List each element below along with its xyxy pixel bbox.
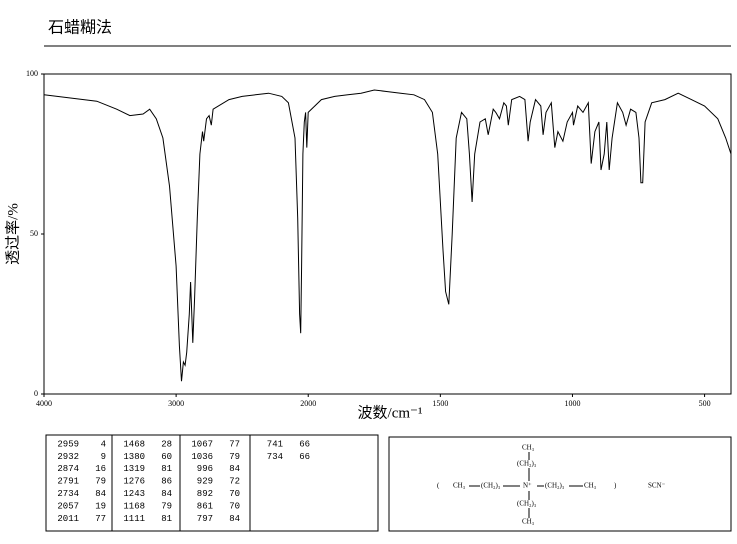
- peak-wavenumber: 1468: [123, 439, 145, 449]
- x-tick-label: 2000: [300, 399, 316, 408]
- peak-wavenumber: 2057: [57, 501, 79, 511]
- peak-wavenumber: 929: [197, 477, 213, 487]
- peak-wavenumber: 996: [197, 464, 213, 474]
- peak-wavenumber: 2959: [57, 439, 79, 449]
- peak-wavenumber: 892: [197, 489, 213, 499]
- peak-transmittance: 86: [161, 477, 172, 487]
- structure-label: CH₃: [584, 482, 597, 490]
- peak-wavenumber: 741: [267, 439, 283, 449]
- peak-transmittance: 66: [299, 439, 310, 449]
- x-tick-label: 1500: [432, 399, 448, 408]
- structure-label: (CH₂)₃: [517, 460, 537, 468]
- structure-label: CH₃: [522, 444, 535, 452]
- peak-wavenumber: 1319: [123, 464, 145, 474]
- peak-transmittance: 19: [95, 501, 106, 511]
- peak-transmittance: 84: [161, 489, 172, 499]
- structure-label: (CH₂)₃: [545, 482, 565, 490]
- peak-transmittance: 70: [229, 489, 240, 499]
- peak-wavenumber: 1380: [123, 452, 145, 462]
- structure-label: ): [614, 482, 617, 490]
- peak-wavenumber: 1168: [123, 501, 145, 511]
- y-axis-label: 透过率/%: [4, 203, 21, 265]
- x-tick-label: 3000: [168, 399, 184, 408]
- peak-wavenumber: 1067: [191, 439, 213, 449]
- peak-transmittance: 84: [229, 464, 240, 474]
- structure-label: (CH₂)₃: [517, 500, 537, 508]
- structure-label: (: [437, 482, 440, 490]
- peak-transmittance: 70: [229, 501, 240, 511]
- plot-frame: [43, 73, 732, 395]
- peak-wavenumber: 2874: [57, 464, 79, 474]
- peak-wavenumber: 1243: [123, 489, 145, 499]
- peak-transmittance: 81: [161, 514, 172, 524]
- peak-transmittance: 84: [229, 514, 240, 524]
- x-axis-label: 波数/cm⁻¹: [358, 404, 423, 421]
- peak-wavenumber: 1276: [123, 477, 145, 487]
- peak-transmittance: 79: [161, 501, 172, 511]
- structure-label: SCN⁻: [648, 482, 666, 490]
- peak-transmittance: 77: [95, 514, 106, 524]
- peak-wavenumber: 797: [197, 514, 213, 524]
- peak-transmittance: 79: [95, 477, 106, 487]
- peak-transmittance: 28: [161, 439, 172, 449]
- structure: CH₃ (CH₂)₃ ( CH₃ (CH₂)₃ N⁺ (CH₂)₃ CH₃ ) …: [437, 444, 666, 526]
- peak-wavenumber: 1111: [123, 514, 145, 524]
- peak-wavenumber: 2791: [57, 477, 79, 487]
- peak-transmittance: 9: [101, 452, 106, 462]
- structure-label: (CH₂)₃: [481, 482, 501, 490]
- peak-transmittance: 84: [95, 489, 106, 499]
- y-tick-label: 0: [34, 389, 38, 398]
- peak-wavenumber: 2011: [57, 514, 79, 524]
- peak-wavenumber: 2932: [57, 452, 79, 462]
- y-tick-label: 50: [30, 229, 38, 238]
- x-tick-label: 1000: [564, 399, 580, 408]
- peak-wavenumber: 734: [267, 452, 283, 462]
- peak-wavenumber: 861: [197, 501, 213, 511]
- peak-wavenumber: 2734: [57, 489, 79, 499]
- peak-transmittance: 66: [299, 452, 310, 462]
- peak-transmittance: 77: [229, 439, 240, 449]
- x-tick-label: 4000: [36, 399, 52, 408]
- peak-transmittance: 16: [95, 464, 106, 474]
- peak-wavenumber: 1036: [191, 452, 213, 462]
- peak-transmittance: 79: [229, 452, 240, 462]
- spectrum-line: [43, 89, 732, 382]
- structure-label: CH₃: [522, 518, 535, 526]
- structure-frame: [388, 436, 732, 532]
- structure-label: N⁺: [523, 482, 532, 490]
- peak-transmittance: 4: [101, 439, 106, 449]
- peak-transmittance: 60: [161, 452, 172, 462]
- peak-transmittance: 72: [229, 477, 240, 487]
- x-tick-label: 500: [699, 399, 711, 408]
- y-tick-label: 100: [26, 69, 38, 78]
- structure-label: CH₃: [453, 482, 466, 490]
- peak-table-frame: [45, 434, 379, 532]
- peak-transmittance: 81: [161, 464, 172, 474]
- chart-title: 石蜡糊法: [48, 19, 112, 37]
